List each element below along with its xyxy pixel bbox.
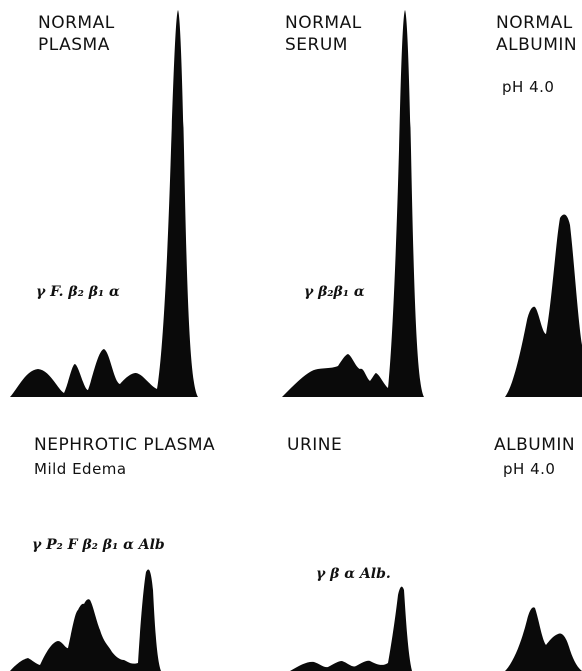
normal-plasma-title-line1: NORMAL bbox=[38, 13, 115, 33]
nephrotic-plasma-title-line1: NEPHROTIC PLASMA bbox=[34, 435, 216, 455]
normal-serum-title-line2: SERUM bbox=[285, 35, 348, 55]
nephrotic-plasma-title-line2: Mild Edema bbox=[34, 460, 127, 478]
albumin-trace bbox=[505, 607, 582, 671]
normal-albumin-title-line2: ALBUMIN bbox=[496, 35, 578, 55]
normal-plasma-title-line2: PLASMA bbox=[38, 35, 110, 55]
normal-serum-title-line1: NORMAL bbox=[285, 13, 362, 33]
albumin-title-line2: pH 4.0 bbox=[503, 460, 556, 478]
normal-plasma-fraction-labels: γ F. β₂ β₁ α bbox=[36, 284, 120, 300]
normal-serum-trace bbox=[282, 10, 424, 397]
urine-trace bbox=[290, 586, 412, 671]
normal-albumin-title-line3: pH 4.0 bbox=[502, 78, 555, 96]
albumin-title-line1: ALBUMIN bbox=[494, 435, 576, 455]
normal-albumin-title-line1: NORMAL bbox=[496, 13, 573, 33]
urine-title: URINE bbox=[287, 435, 343, 455]
normal-albumin-trace bbox=[505, 214, 582, 397]
nephrotic-plasma-fraction-labels: γ P₂ F β₂ β₁ α Alb bbox=[32, 537, 165, 553]
urine-fraction-labels: γ β α Alb. bbox=[316, 566, 391, 582]
normal-serum-fraction-labels: γ β₂β₁ α bbox=[304, 284, 365, 300]
normal-plasma-trace bbox=[10, 10, 198, 397]
nephrotic-plasma-trace bbox=[10, 569, 161, 671]
